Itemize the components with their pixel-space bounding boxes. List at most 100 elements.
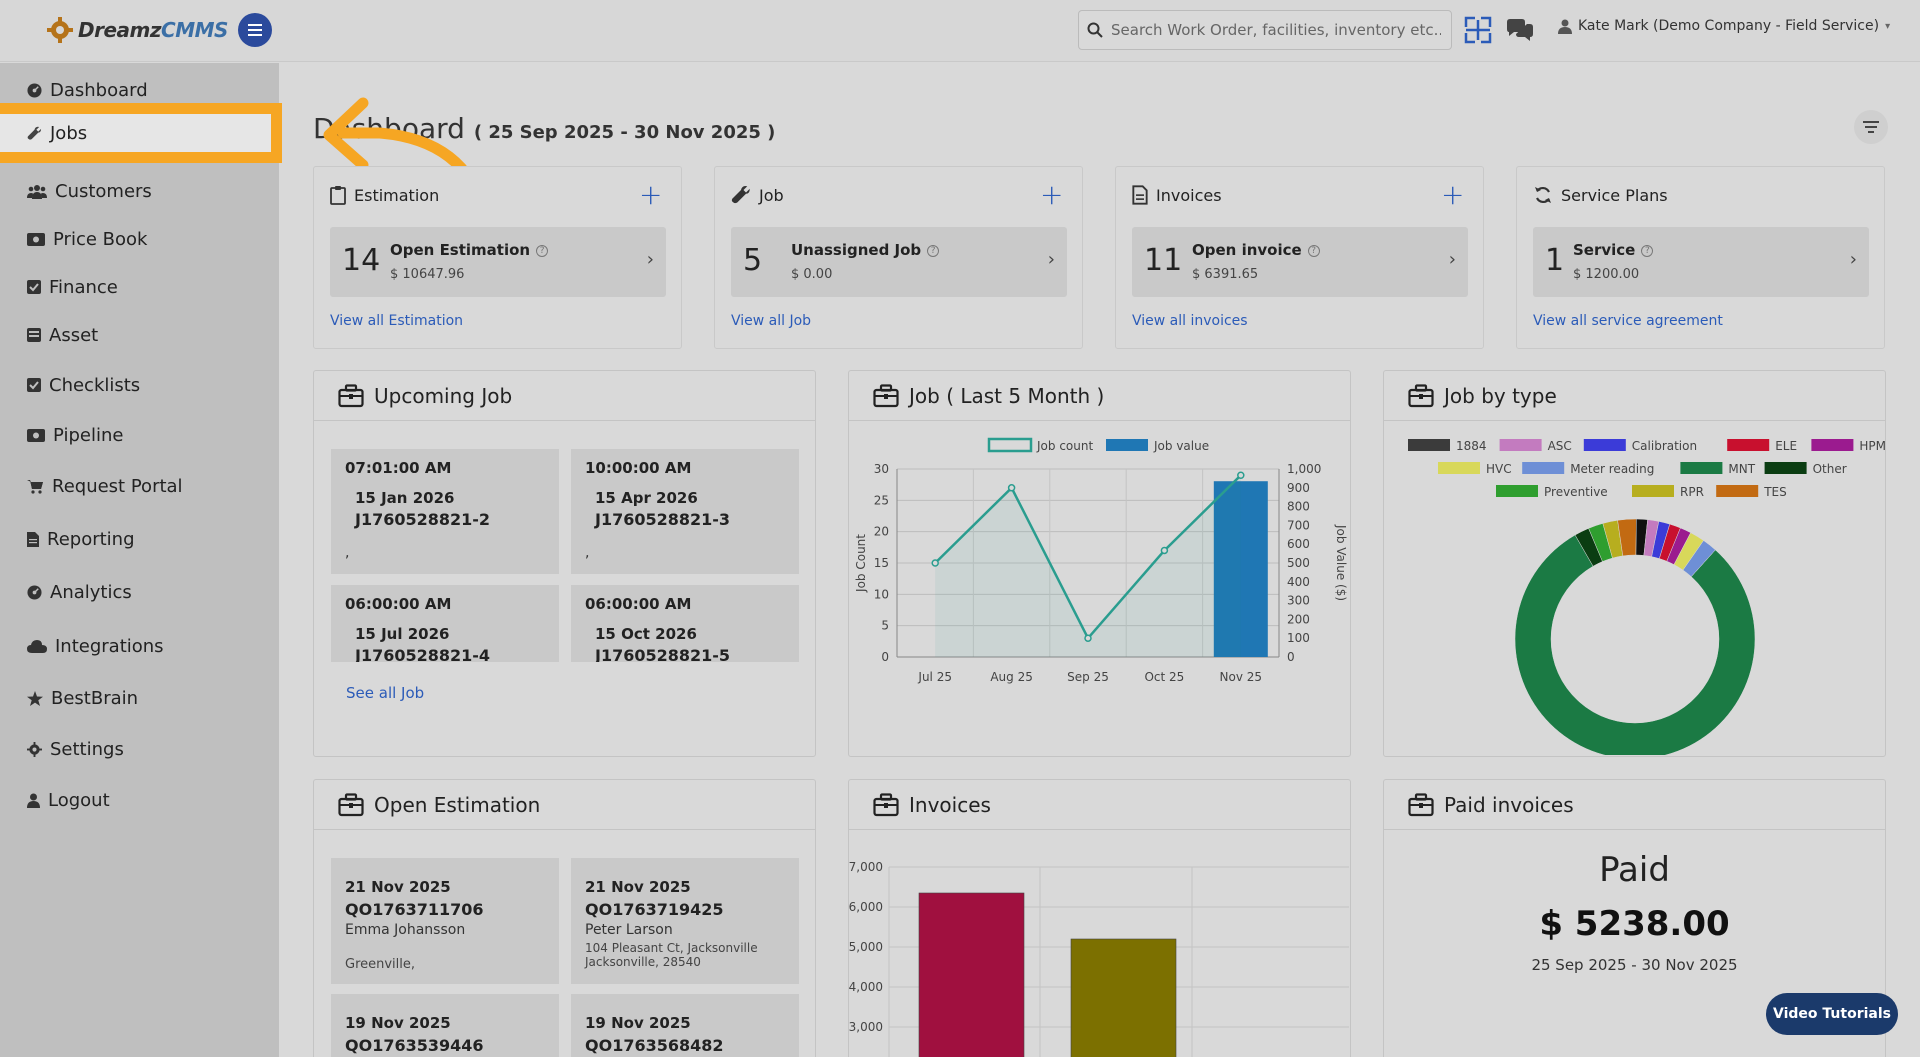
sidebar-item-finance[interactable]: Finance [0, 267, 279, 307]
legend-swatch [1438, 462, 1480, 474]
y-tick-label: 15 [874, 556, 889, 570]
sidebar-item-integrations[interactable]: Integrations [0, 626, 279, 666]
sidebar-item-dashboard[interactable]: Dashboard [0, 70, 279, 110]
view-all-service-agreement-link[interactable]: View all service agreement [1533, 313, 1723, 329]
scan-icon[interactable] [1462, 14, 1494, 46]
sidebar-item-logout[interactable]: Logout [0, 780, 279, 820]
pie-slice [1514, 534, 1756, 755]
y-tick-label: 10 [874, 587, 889, 601]
estimation-tile[interactable]: 19 Nov 2025 QO1763539446 [331, 994, 559, 1057]
add-invoice-button[interactable]: + [1441, 178, 1465, 211]
video-tutorials-button[interactable]: Video Tutorials [1766, 993, 1898, 1035]
job-address: , [585, 545, 590, 561]
open-invoice-stat[interactable]: 11 Open invoice? $ 6391.65 › [1132, 227, 1468, 297]
job-date: 15 Apr 2026 [595, 489, 698, 507]
info-icon[interactable]: ? [927, 244, 940, 257]
estimation-date: 19 Nov 2025 [585, 1014, 691, 1032]
sidebar-item-jobs[interactable]: Jobs [0, 103, 282, 163]
see-all-job-link[interactable]: See all Job [346, 684, 425, 702]
legend-swatch [1499, 439, 1542, 451]
x-tick-label: Oct 25 [1144, 670, 1184, 684]
job-id: J1760528821-2 [355, 510, 491, 529]
chat-icon[interactable] [1504, 14, 1536, 46]
panel-title: Upcoming Job [374, 383, 513, 408]
sidebar-item-customers[interactable]: Customers [0, 171, 279, 211]
card-title: Invoices [1156, 185, 1222, 205]
legend-label: Job count [1036, 439, 1093, 453]
panel-header: Open Estimation [314, 780, 815, 830]
y-tick-label: 5 [881, 619, 889, 633]
legend-label: Meter reading [1570, 462, 1654, 476]
point-job-count [1160, 546, 1169, 555]
upcoming-job-tile[interactable]: 06:00:00 AM 15 Jul 2026 J1760528821-4 [331, 585, 559, 662]
sidebar-item-pipeline[interactable]: Pipeline [0, 415, 279, 455]
sidebar-item-bestbrain[interactable]: BestBrain [0, 678, 279, 718]
estimation-tile[interactable]: 19 Nov 2025 QO1763568482 [571, 994, 799, 1057]
bar-job-value [1213, 481, 1268, 657]
dashboard-icon [27, 584, 42, 600]
filter-button[interactable] [1854, 110, 1888, 144]
gear-logo-icon [47, 17, 73, 43]
star-icon [27, 690, 43, 706]
info-icon[interactable]: ? [1307, 244, 1320, 257]
legend-swatch [1764, 462, 1807, 474]
x-tick-label: Sep 25 [1067, 670, 1109, 684]
sidebar-item-settings[interactable]: Settings [0, 729, 279, 769]
search-input[interactable] [1111, 21, 1441, 39]
legend-label: HVC [1486, 462, 1512, 476]
estimation-id: QO1763539446 [345, 1036, 484, 1055]
legend-label: MNT [1728, 462, 1755, 476]
upcoming-job-tile[interactable]: 07:01:00 AM 15 Jan 2026 J1760528821-2 , [331, 449, 559, 574]
unassigned-job-stat[interactable]: 5 Unassigned Job? $ 0.00 › [731, 227, 1067, 297]
add-estimation-button[interactable]: + [639, 178, 663, 211]
legend-swatch [1496, 485, 1538, 497]
job-card: Job + 5 Unassigned Job? $ 0.00 › View al… [714, 166, 1083, 349]
file-icon [1132, 185, 1148, 205]
y-tick-label: 5,000 [849, 940, 883, 954]
job-time: 06:00:00 AM [585, 595, 692, 613]
info-icon[interactable]: ? [1641, 244, 1654, 257]
legend-swatch [1408, 439, 1450, 451]
info-icon[interactable]: ? [536, 244, 549, 257]
legend-label: Preventive [1544, 485, 1608, 499]
stat-amount: $ 0.00 [791, 267, 833, 282]
upcoming-job-tile[interactable]: 10:00:00 AM 15 Apr 2026 J1760528821-3 , [571, 449, 799, 574]
menu-toggle-button[interactable] [238, 13, 272, 47]
sidebar-item-price-book[interactable]: Price Book [0, 219, 279, 259]
view-all-estimation-link[interactable]: View all Estimation [330, 313, 464, 329]
global-search[interactable] [1078, 10, 1452, 50]
gear-icon [27, 741, 42, 757]
view-all-job-link[interactable]: View all Job [731, 313, 812, 329]
sidebar-item-reporting[interactable]: Reporting [0, 519, 279, 559]
customer-city: Greenville, [345, 957, 416, 972]
sidebar-item-checklists[interactable]: Checklists [0, 365, 279, 405]
check-square-icon [27, 280, 41, 294]
check-square-icon [27, 378, 41, 392]
sidebar-item-request-portal[interactable]: Request Portal [0, 466, 279, 506]
user-menu[interactable]: Kate Mark (Demo Company - Field Service)… [1558, 18, 1890, 34]
y2-tick-label: 200 [1287, 612, 1310, 626]
service-stat[interactable]: 1 Service? $ 1200.00 › [1533, 227, 1869, 297]
job-id: J1760528821-3 [595, 510, 731, 529]
y2-axis-title: Job Value ($) [1334, 524, 1348, 601]
search-icon [1087, 22, 1103, 38]
chevron-right-icon: › [646, 249, 654, 270]
legend-swatch [1522, 462, 1565, 474]
stat-label: Open invoice? [1192, 241, 1320, 259]
job-date: 15 Oct 2026 [595, 625, 697, 643]
sidebar-item-analytics[interactable]: Analytics [0, 572, 279, 612]
app-logo[interactable]: DreamzCMMS [46, 16, 228, 44]
upcoming-job-tile[interactable]: 06:00:00 AM 15 Oct 2026 J1760528821-5 [571, 585, 799, 662]
estimation-tile[interactable]: 21 Nov 2025 QO1763711706 Emma Johansson … [331, 858, 559, 984]
legend-label: RPR [1680, 485, 1704, 499]
job-id: J1760528821-4 [355, 646, 491, 662]
job-time: 06:00:00 AM [345, 595, 452, 613]
open-estimation-stat[interactable]: 14 Open Estimation? $ 10647.96 › [330, 227, 666, 297]
date-range: ( 25 Sep 2025 - 30 Nov 2025 ) [473, 122, 776, 143]
job-by-type-panel: Job by type 1884 ASC Calibration ELE HPM HVC M… [1383, 370, 1886, 757]
sidebar-item-asset[interactable]: Asset [0, 315, 279, 355]
estimation-tile[interactable]: 21 Nov 2025 QO1763719425 Peter Larson 10… [571, 858, 799, 984]
add-job-button[interactable]: + [1040, 178, 1064, 211]
job-chart-panel: Job ( Last 5 Month ) 0 5 10 15 20 25 30 0 100 200… [848, 370, 1351, 757]
view-all-invoices-link[interactable]: View all invoices [1132, 313, 1248, 329]
